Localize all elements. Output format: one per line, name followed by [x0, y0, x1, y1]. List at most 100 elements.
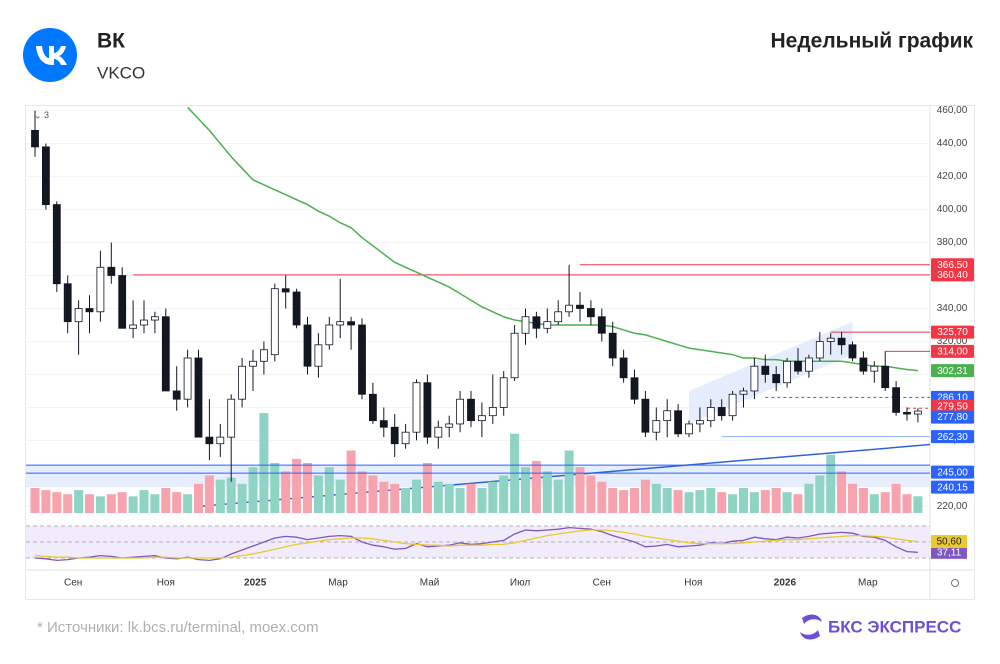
volume-bar: [826, 454, 836, 513]
y-tick-label: 380,00: [937, 237, 968, 248]
volume-bar: [52, 492, 62, 513]
candle-body: [281, 288, 290, 293]
candle-body: [532, 316, 541, 329]
candle-body: [717, 407, 726, 417]
price-tag: 314,00: [937, 347, 968, 358]
price-tag-bg: [931, 465, 974, 479]
candle-body: [74, 308, 83, 323]
candle-body: [630, 377, 639, 400]
candle-body: [292, 291, 301, 326]
settings-icon: [951, 579, 959, 587]
candle-body: [412, 382, 421, 433]
x-tick-label: 2026: [774, 578, 797, 589]
volume-bar: [455, 488, 465, 513]
volume-bar: [172, 492, 182, 513]
volume-bar: [640, 479, 650, 513]
candle-body: [401, 431, 410, 445]
volume-bar: [706, 488, 716, 513]
volume-bar: [204, 475, 214, 513]
candle-body: [576, 304, 584, 309]
volume-bar: [848, 483, 857, 513]
candle-body: [456, 398, 465, 425]
price-tag: 360,40: [937, 270, 968, 281]
rsi-line-tag-bg: [931, 545, 967, 559]
volume-bar: [335, 479, 345, 513]
candle-body: [477, 415, 486, 422]
candle-body: [761, 365, 770, 375]
candle-body: [314, 344, 323, 367]
volume-bar: [106, 494, 116, 513]
volume-bar: [575, 467, 585, 513]
y-tick-label: 340,00: [937, 303, 968, 314]
candle-body: [859, 357, 868, 372]
price-pane: [26, 106, 930, 513]
price-tag: 286,10: [937, 393, 968, 404]
ma-tag-bg: [931, 364, 974, 378]
volume-bar: [869, 494, 879, 513]
volume-bar: [477, 488, 487, 513]
candle-body: [674, 410, 682, 435]
candle-body: [772, 374, 781, 384]
candle-body: [685, 423, 693, 435]
candle-body: [183, 357, 192, 400]
candle-body: [805, 357, 813, 372]
volume-bar: [183, 494, 193, 513]
candle-body: [325, 324, 334, 346]
x-tick-label: Июл: [510, 578, 530, 589]
volume-bar: [749, 492, 759, 513]
candle-body: [826, 337, 835, 342]
company-name: ВК: [97, 30, 125, 53]
x-tick-label: Май: [420, 578, 440, 589]
candle-body: [652, 420, 661, 433]
y-tick-label: 320,00: [937, 336, 968, 347]
candle-body: [336, 321, 345, 326]
candle-body: [467, 398, 475, 422]
candle-body: [521, 316, 530, 334]
price-tag: 262,30: [937, 432, 968, 443]
volume-bar: [771, 488, 781, 513]
candle-body: [358, 324, 366, 395]
volume-bar: [564, 450, 574, 513]
candle-body: [870, 365, 879, 372]
candle-body: [249, 360, 257, 367]
candle-body: [587, 308, 595, 318]
volume-bar: [74, 490, 84, 513]
volume-bar: [117, 492, 127, 513]
candle-body: [227, 398, 236, 438]
volume-bar: [531, 460, 541, 513]
price-tag-bg: [931, 399, 974, 413]
volume-bar: [292, 458, 302, 513]
bks-logo: [800, 614, 822, 640]
support-band: [26, 465, 930, 488]
volume-bar: [422, 463, 432, 513]
source-note: * Источники: lk.bcs.ru/terminal, moex.co…: [37, 619, 319, 636]
volume-bar: [248, 467, 258, 513]
candle-body: [379, 420, 388, 428]
volume-bar: [281, 471, 291, 513]
candle-body: [794, 360, 802, 372]
volume-bar: [630, 488, 639, 513]
brand: БКС ЭКСПРЕСС: [828, 617, 961, 636]
rsi-line-tag: 37,11: [937, 547, 962, 558]
candle-body: [205, 436, 214, 445]
signal-line-tag-bg: [931, 535, 967, 549]
volume-bar: [346, 450, 356, 513]
candle-body: [150, 316, 159, 321]
candle-body: [881, 365, 890, 389]
volume-bar: [357, 471, 367, 513]
volume-bar: [41, 490, 51, 513]
candle-body: [837, 337, 846, 346]
volume-bar: [95, 496, 105, 513]
vk-logo-mark: [36, 46, 67, 65]
volume-bar: [194, 483, 203, 513]
volume-bar: [466, 483, 476, 513]
candle-body: [161, 316, 170, 392]
candle-body: [31, 129, 39, 148]
price-tag: 245,00: [937, 467, 968, 478]
volume-bar: [837, 471, 847, 513]
x-tick-label: Сен: [64, 578, 82, 589]
candle-body: [739, 390, 748, 395]
volume-bar: [303, 463, 312, 513]
candle-body: [423, 382, 432, 438]
